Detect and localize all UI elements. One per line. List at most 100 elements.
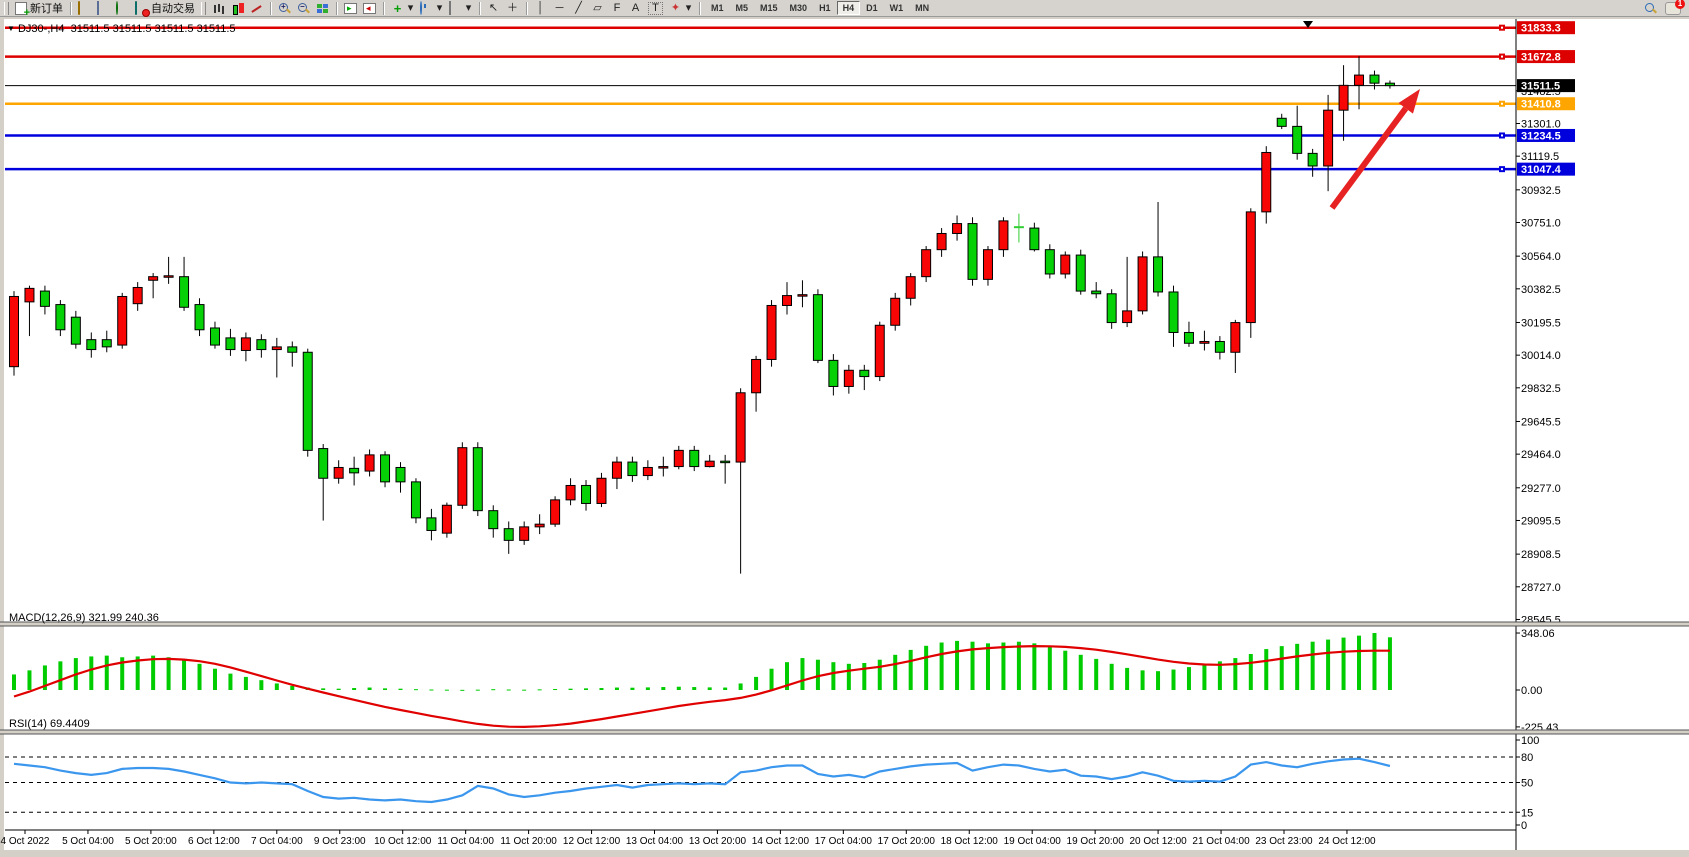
svg-text:29832.5: 29832.5 — [1521, 383, 1561, 395]
svg-text:5 Oct 04:00: 5 Oct 04:00 — [62, 836, 114, 847]
svg-text:28727.0: 28727.0 — [1521, 582, 1561, 594]
history-center-button[interactable] — [76, 0, 93, 16]
new-order-icon — [15, 1, 30, 19]
fibonacci-tool-button[interactable]: F — [608, 1, 625, 16]
bar-chart-button[interactable] — [210, 1, 227, 16]
svg-text:31119.5: 31119.5 — [1521, 151, 1559, 163]
chart-shift-marker[interactable] — [1303, 21, 1313, 28]
dropdown-caret-icon: ▾ — [436, 2, 443, 14]
dropdown-caret-icon: ▾ — [465, 2, 472, 14]
svg-text:30564.0: 30564.0 — [1521, 251, 1561, 263]
svg-text:13 Oct 04:00: 13 Oct 04:00 — [626, 836, 684, 847]
separator — [526, 1, 527, 15]
crosshair-icon: ＋ — [507, 2, 518, 14]
arrows-tool-button[interactable]: ✦ ▾ — [667, 1, 694, 16]
svg-text:31511.5: 31511.5 — [1521, 81, 1560, 93]
new-order-button[interactable]: 新订单 — [13, 1, 65, 19]
svg-text:29645.5: 29645.5 — [1521, 416, 1561, 428]
svg-text:5 Oct 20:00: 5 Oct 20:00 — [125, 836, 177, 847]
timeframe-m15[interactable]: M15 — [760, 3, 778, 13]
svg-text:30751.0: 30751.0 — [1521, 217, 1561, 229]
svg-text:11 Oct 04:00: 11 Oct 04:00 — [437, 836, 494, 847]
svg-text:0.00: 0.00 — [1521, 685, 1542, 697]
timeframe-mn[interactable]: MN — [915, 3, 930, 13]
macd-panel: 348.060.00-225.43 — [12, 628, 1558, 734]
publisher-button[interactable] — [95, 0, 112, 16]
horizontal-line-icon: ─ — [555, 2, 564, 14]
cursor-tool-button[interactable]: ↖ — [485, 1, 502, 16]
svg-text:50: 50 — [1521, 778, 1533, 790]
chart-window[interactable]: 31482.531301.031119.530932.530751.030564… — [0, 17, 1689, 857]
chart-shift-button[interactable]: ◂ — [361, 1, 378, 16]
price-axis: 31482.531301.031119.530932.530751.030564… — [1515, 19, 1575, 850]
trendline-tool-button[interactable]: ╱ — [570, 1, 587, 16]
price-badge — [1517, 50, 1575, 64]
time-axis: 4 Oct 2022 5 Oct 04:00 5 Oct 20:00 6 Oct 12… — [0, 829, 1689, 857]
timeframe-d1[interactable]: D1 — [866, 3, 878, 13]
indicators-button[interactable]: + ▾ — [389, 1, 416, 16]
svg-text:12 Oct 12:00: 12 Oct 12:00 — [563, 836, 621, 847]
new-order-label: 新订单 — [30, 3, 63, 15]
publisher-icon — [97, 0, 99, 15]
separator — [70, 1, 71, 15]
timeframe-m1[interactable]: M1 — [711, 3, 724, 13]
price-badge — [1517, 97, 1575, 111]
text-label-icon: T — [648, 1, 663, 15]
equidistant-channel-icon: ▱ — [593, 2, 602, 14]
timeframe-group: M1 M5 M15 M30 H1 H4 D1 W1 MN — [705, 1, 935, 15]
vertical-line-tool-button[interactable]: │ — [532, 1, 549, 16]
toolbar-grip[interactable] — [201, 1, 206, 15]
svg-text:29464.0: 29464.0 — [1521, 449, 1561, 461]
collapse-triangle-icon[interactable]: ▼ — [7, 24, 15, 33]
autotrade-button[interactable]: 自动交易 — [133, 0, 197, 16]
svg-text:11 Oct 20:00: 11 Oct 20:00 — [500, 836, 557, 847]
price-badge — [1517, 21, 1575, 35]
timeframe-w1[interactable]: W1 — [889, 3, 904, 13]
clock-icon — [420, 0, 422, 15]
svg-text:17 Oct 20:00: 17 Oct 20:00 — [878, 836, 936, 847]
crosshair-tool-button[interactable]: ＋ — [504, 1, 521, 16]
svg-text:348.06: 348.06 — [1521, 628, 1555, 640]
periods-button[interactable]: ▾ — [418, 0, 445, 16]
separator — [336, 1, 337, 15]
price-badge — [1517, 162, 1575, 176]
candlestick-chart-button[interactable] — [229, 1, 246, 16]
horizontal-line-tool-button[interactable]: ─ — [551, 1, 568, 16]
trend-arrow[interactable] — [1329, 106, 1409, 210]
separator — [699, 1, 700, 15]
zoom-out-button[interactable]: − — [295, 1, 312, 16]
svg-text:9 Oct 23:00: 9 Oct 23:00 — [314, 836, 366, 847]
toolbar-grip[interactable] — [4, 1, 9, 15]
timeframe-m5[interactable]: M5 — [735, 3, 749, 13]
annotations[interactable] — [1329, 89, 1420, 210]
tile-windows-icon — [316, 2, 329, 15]
tile-windows-button[interactable] — [314, 1, 331, 16]
macd-indicator-label: MACD(12,26,9) 321.99 240.36 — [9, 612, 159, 624]
timeframe-h1[interactable]: H1 — [819, 3, 831, 13]
text-label-tool-button[interactable]: T — [646, 1, 665, 16]
dropdown-caret-icon: ▾ — [685, 2, 692, 14]
add-indicator-icon: + — [393, 0, 402, 16]
zoom-in-button[interactable]: + — [276, 1, 293, 16]
separator — [383, 1, 384, 15]
search-icon[interactable] — [1644, 2, 1657, 15]
text-tool-button[interactable]: A — [627, 1, 644, 16]
svg-text:29277.0: 29277.0 — [1521, 483, 1561, 495]
timeframe-m30[interactable]: M30 — [789, 3, 808, 13]
auto-scroll-button[interactable]: ▸ — [342, 1, 359, 16]
chart-canvas[interactable]: 31482.531301.031119.530932.530751.030564… — [0, 17, 1689, 857]
trend-arrow-head[interactable] — [1398, 89, 1420, 114]
notification-icon[interactable]: 1 — [1665, 0, 1685, 15]
svg-text:30382.5: 30382.5 — [1521, 284, 1561, 296]
candlestick-series — [9, 56, 1395, 574]
timeframe-h4[interactable]: H4 — [836, 1, 861, 15]
arrows-icon: ✦ — [670, 2, 681, 14]
signals-button[interactable] — [114, 0, 131, 16]
autotrade-label: 自动交易 — [151, 3, 195, 15]
channel-tool-button[interactable]: ▱ — [589, 1, 606, 16]
line-chart-button[interactable] — [248, 1, 265, 16]
signals-icon — [116, 0, 118, 15]
svg-text:30014.0: 30014.0 — [1521, 350, 1561, 362]
rsi-line — [13, 757, 1391, 804]
templates-button[interactable]: ▾ — [447, 0, 474, 16]
